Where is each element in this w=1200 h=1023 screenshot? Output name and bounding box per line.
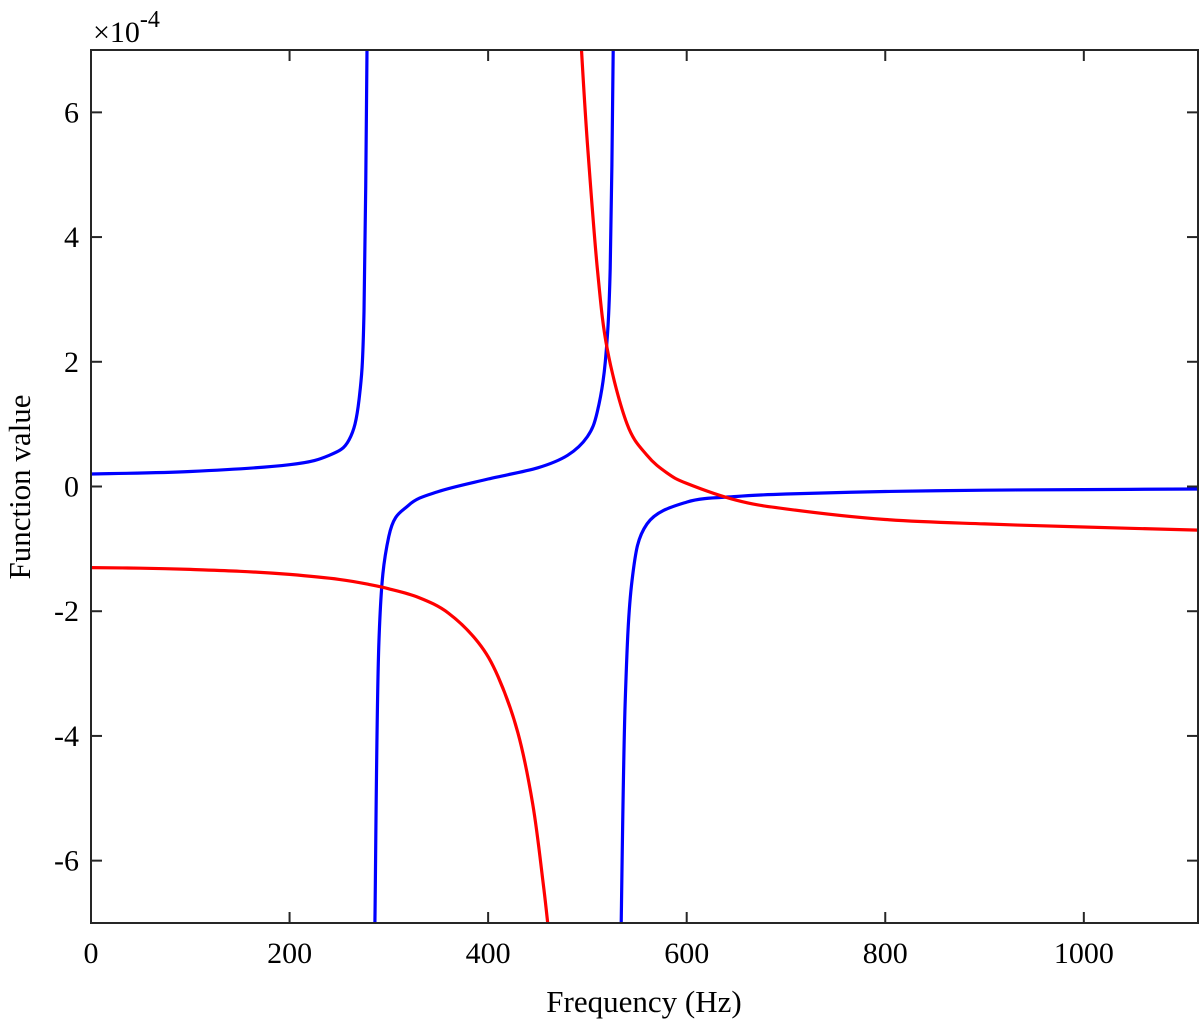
y-exponent-power: -4	[140, 7, 160, 33]
y-exponent: ×10-4	[93, 7, 160, 49]
x-tick-label: 1000	[1054, 937, 1114, 970]
series-2-line-segment-2	[579, 50, 1198, 532]
y-axis-label: Function value	[2, 394, 37, 579]
series-1-line-segment-3	[619, 487, 1198, 923]
series-layer	[91, 50, 1198, 923]
ticks-layer: 0 200 400 600 800 1000 -6 -4 -2 0 2 4 6	[54, 50, 1198, 970]
plot-background	[91, 50, 1198, 923]
x-tick-label: 400	[466, 937, 511, 970]
x-axis-label: Frequency (Hz)	[546, 984, 741, 1019]
y-tick-label: -4	[54, 720, 79, 753]
y-tick-label: 2	[64, 346, 79, 379]
y-tick-label: 6	[64, 96, 79, 129]
series-1-line-segment-2	[373, 50, 615, 923]
series-2-line-segment-1	[91, 566, 550, 923]
svg-text:×10-4: ×10-4	[93, 7, 160, 49]
series-1-line-segment-1	[91, 50, 369, 476]
x-tick-label: 800	[863, 937, 908, 970]
y-tick-label: 4	[64, 221, 79, 254]
y-tick-label: 0	[64, 471, 79, 504]
y-exponent-times: ×	[93, 16, 110, 49]
y-tick-label: -2	[54, 595, 79, 628]
x-tick-label: 600	[664, 937, 709, 970]
y-exponent-base: 10	[110, 16, 140, 49]
plot-frame	[90, 49, 1199, 924]
x-tick-label: 0	[84, 937, 99, 970]
y-tick-label: -6	[54, 845, 79, 878]
x-tick-label: 200	[267, 937, 312, 970]
